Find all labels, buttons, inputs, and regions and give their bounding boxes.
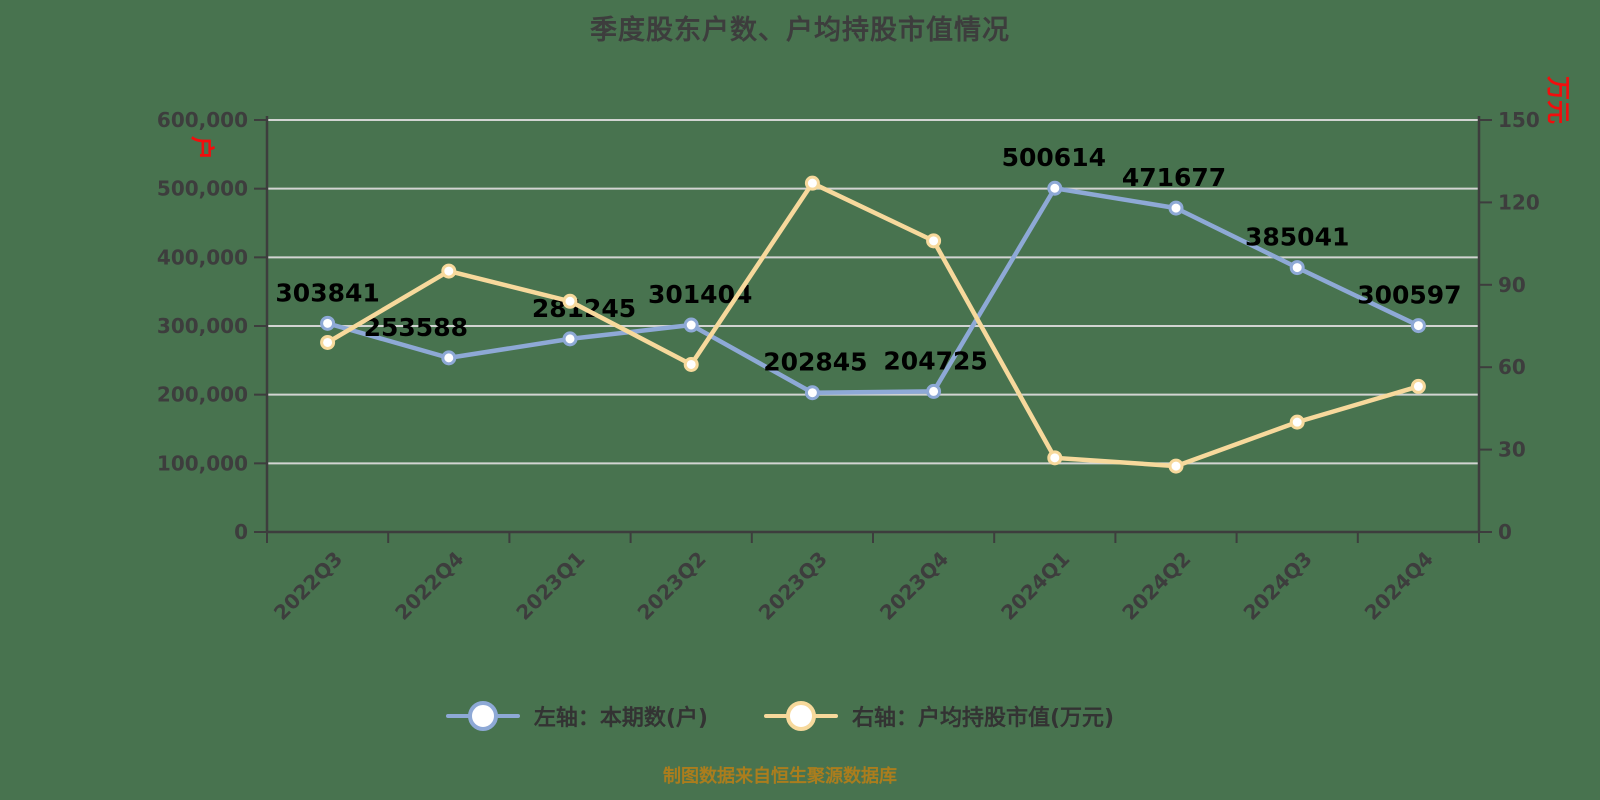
- left-axis-tick-label: 400,000: [157, 245, 248, 269]
- left-axis-tick-label: 200,000: [157, 383, 248, 407]
- right-axis-tick-label: 60: [1498, 355, 1526, 379]
- legend-circle-icon: [786, 701, 816, 731]
- legend-item-avg-market-value[interactable]: 右轴：户均持股市值(万元): [764, 700, 1114, 732]
- series-0-point-2022Q4: [441, 350, 457, 366]
- x-axis-category-label: 2022Q3: [269, 547, 347, 625]
- series-0-point-2022Q3: [320, 315, 336, 331]
- series-1-point-2022Q3: [320, 334, 336, 350]
- right-axis-tick-label: 0: [1498, 520, 1512, 544]
- chart-title: 季度股东户数、户均持股市值情况: [590, 15, 1010, 46]
- right-axis-tick-label: 120: [1498, 190, 1540, 214]
- x-axis-category-label: 2023Q4: [875, 547, 953, 625]
- legend-marker-blue: [445, 701, 520, 731]
- series-1-point-2024Q1: [1047, 450, 1063, 466]
- data-label-2024Q1: 500614: [1002, 143, 1106, 172]
- left-axis-tick-label: 100,000: [157, 451, 248, 475]
- legend-label-left-axis: 左轴：本期数(户): [533, 706, 708, 731]
- x-axis-category-label: 2024Q2: [1117, 547, 1195, 625]
- data-label-2022Q3: 303841: [275, 278, 379, 307]
- legend-marker-yellow: [764, 701, 838, 731]
- series-1-point-2022Q4: [441, 263, 457, 279]
- series-1-point-2024Q2: [1168, 458, 1184, 474]
- left-axis-tick-label: 0: [234, 520, 248, 544]
- series-0-point-2024Q1: [1047, 180, 1063, 196]
- series-1-point-2023Q3: [804, 175, 820, 191]
- legend-item-shareholder-count[interactable]: 左轴：本期数(户): [445, 700, 708, 732]
- legend: 左轴：本期数(户) 右轴：户均持股市值(万元): [0, 700, 1560, 732]
- series-0-point-2024Q3: [1289, 260, 1305, 276]
- series-1-point-2024Q3: [1289, 414, 1305, 430]
- data-label-2022Q4: 253588: [364, 313, 468, 342]
- data-label-2024Q4: 300597: [1357, 281, 1461, 310]
- left-axis-tick-label: 300,000: [157, 314, 248, 338]
- x-axis-category-label: 2024Q3: [1239, 547, 1317, 625]
- series-0-point-2023Q1: [562, 331, 578, 347]
- right-axis-tick-label: 150: [1498, 108, 1540, 132]
- series-0-point-2024Q4: [1410, 318, 1426, 334]
- left-axis-tick-label: 500,000: [157, 177, 248, 201]
- x-axis-category-label: 2022Q4: [390, 547, 468, 625]
- legend-label-right-axis: 右轴：户均持股市值(万元): [852, 706, 1115, 731]
- series-1-point-2023Q1: [562, 293, 578, 309]
- series-1-point-2023Q4: [926, 233, 942, 249]
- x-axis-category-label: 2023Q2: [633, 547, 711, 625]
- x-axis-category-label: 2024Q4: [1360, 547, 1438, 625]
- data-source-note: 制图数据来自恒生聚源数据库: [663, 766, 897, 787]
- left-axis-tick-label: 600,000: [157, 108, 248, 132]
- data-label-2023Q4: 204725: [883, 346, 987, 375]
- series-0-point-2023Q4: [926, 383, 942, 399]
- right-axis-tick-label: 30: [1498, 438, 1526, 462]
- data-label-2023Q2: 301404: [648, 280, 752, 309]
- legend-circle-icon: [467, 701, 498, 731]
- series-1-point-2023Q2: [683, 356, 699, 372]
- x-axis-category-label: 2023Q1: [511, 547, 589, 625]
- right-axis-tick-label: 90: [1498, 273, 1526, 297]
- series-0-point-2024Q2: [1168, 200, 1184, 216]
- series-line-0: [325, 185, 1421, 395]
- x-axis-category-label: 2023Q3: [754, 547, 832, 625]
- x-axis-category-label: 2024Q1: [996, 547, 1074, 625]
- series-line-1: [325, 180, 1421, 469]
- data-label-2024Q3: 385041: [1245, 223, 1349, 252]
- series-1-point-2024Q4: [1410, 378, 1426, 394]
- data-label-2024Q2: 471677: [1122, 163, 1226, 192]
- series-0-point-2023Q2: [683, 317, 699, 333]
- series-0-point-2023Q3: [804, 385, 820, 401]
- data-label-2023Q3: 202845: [763, 348, 867, 377]
